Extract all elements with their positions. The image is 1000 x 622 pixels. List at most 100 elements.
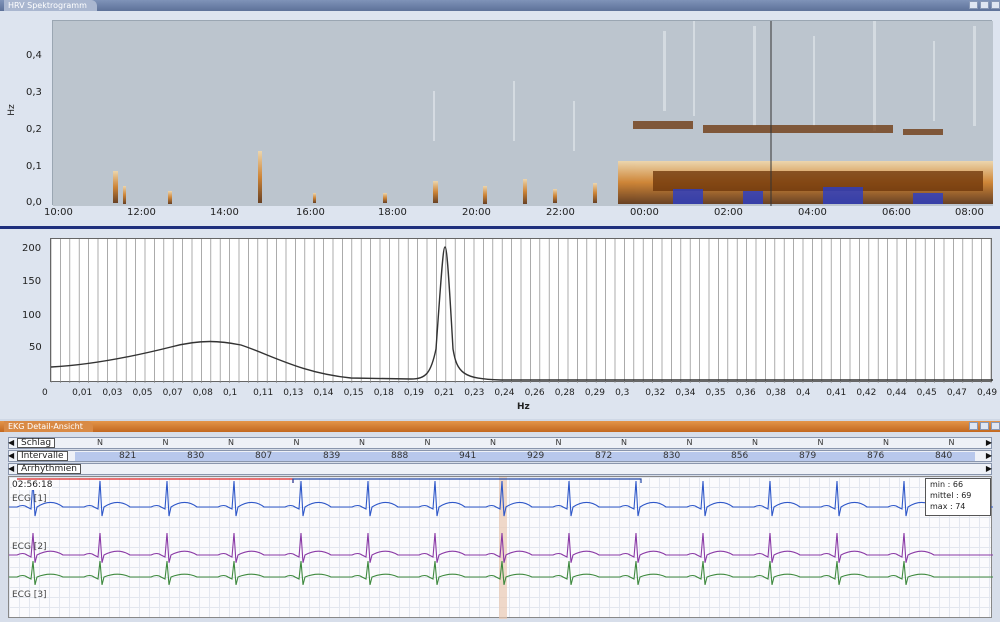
beat-marker: N: [424, 438, 431, 447]
maximize-icon[interactable]: [980, 422, 989, 430]
interval-value: 879: [799, 451, 817, 461]
psd-x-tick: 0,38: [765, 388, 786, 398]
psd-x-tick: 0,34: [675, 388, 696, 398]
psd-x-tick: 0,13: [283, 388, 304, 398]
ecg-title: EKG Detail-Ansicht: [4, 421, 93, 432]
y-tick: 0,4: [26, 50, 42, 61]
psd-y-tick: 200: [22, 243, 42, 254]
time-readout: 02:56:18: [12, 480, 53, 490]
psd-x-tick: 0,45: [916, 388, 937, 398]
psd-x-tick: 0,28: [554, 388, 575, 398]
close-icon[interactable]: [991, 1, 1000, 9]
psd-x-tick: 0,47: [946, 388, 967, 398]
maximize-icon[interactable]: [980, 1, 989, 9]
psd-x-tick: 0,18: [373, 388, 394, 398]
x-tick: 12:00: [127, 207, 156, 218]
psd-x-tick: 0: [42, 388, 48, 398]
beat-strip[interactable]: ◀ Schlag N N N N N N N N N N N N N N ▶: [8, 437, 992, 449]
spectrogram-heatmap: [53, 21, 993, 206]
ecg-traces[interactable]: [8, 476, 993, 619]
interval-value: 888: [391, 451, 409, 461]
heart-rate-stats: min : 66 mittel : 69 max : 74: [925, 478, 991, 516]
psd-plot[interactable]: [50, 238, 993, 383]
ecg-lead-label: ECG [2]: [12, 542, 47, 552]
interval-value: 821: [119, 451, 137, 461]
x-tick: 04:00: [798, 207, 827, 218]
interval-value: 839: [323, 451, 341, 461]
x-tick: 16:00: [296, 207, 325, 218]
interval-strip[interactable]: ◀ Intervalle 821 830 807 839 888 941 929 872 830…: [8, 450, 992, 462]
psd-x-tick: 0,15: [343, 388, 364, 398]
arrow-right-icon[interactable]: ▶: [985, 464, 992, 473]
x-tick: 08:00: [955, 207, 984, 218]
beat-marker: N: [293, 438, 300, 447]
psd-y-tick: 100: [22, 310, 42, 321]
minimize-icon[interactable]: [969, 422, 978, 430]
psd-x-tick: 0,01: [72, 388, 93, 398]
interval-value: 830: [663, 451, 681, 461]
ecg-lead-label: ECG [3]: [12, 590, 47, 600]
interval-value: 807: [255, 451, 273, 461]
beat-marker: N: [555, 438, 562, 447]
close-icon[interactable]: [991, 422, 1000, 430]
interval-label: Intervalle: [17, 451, 68, 461]
spectrogram-title: HRV Spektrogramm: [4, 0, 97, 11]
psd-x-tick: 0,08: [192, 388, 213, 398]
psd-x-tick: 0,26: [524, 388, 545, 398]
interval-value: 872: [595, 451, 613, 461]
psd-y-tick: 150: [22, 276, 42, 287]
ecg-lead-label: ECG [1]: [12, 494, 47, 504]
beat-marker: N: [97, 438, 103, 447]
psd-x-tick: 0,41: [826, 388, 847, 398]
psd-x-tick: 0,44: [886, 388, 907, 398]
psd-x-tick: 0,11: [253, 388, 274, 398]
psd-x-tick: 0,07: [162, 388, 183, 398]
interval-value: 941: [459, 451, 477, 461]
hr-min: min : 66: [930, 480, 964, 489]
y-tick: 0,0: [26, 197, 42, 208]
arrhythmia-label: Arrhythmien: [17, 464, 82, 474]
arrow-left-icon[interactable]: ◀: [8, 438, 15, 447]
arrow-right-icon[interactable]: ▶: [985, 451, 992, 460]
ecg-titlebar: EKG Detail-Ansicht: [0, 421, 1000, 432]
beat-marker: N: [817, 438, 824, 447]
beat-marker: N: [490, 438, 496, 447]
psd-x-tick: 0,42: [856, 388, 877, 398]
beat-label: Schlag: [17, 438, 56, 448]
ecg-svg: [9, 478, 993, 585]
interval-value: 929: [527, 451, 545, 461]
beat-marker: N: [359, 438, 365, 447]
arrow-left-icon[interactable]: ◀: [8, 451, 15, 460]
arrow-right-icon[interactable]: ▶: [985, 438, 992, 447]
x-tick: 18:00: [378, 207, 407, 218]
psd-x-tick: 0,36: [735, 388, 756, 398]
beat-marker: N: [883, 438, 889, 447]
psd-x-tick: 0,32: [645, 388, 666, 398]
beat-marker: N: [162, 438, 169, 447]
beat-marker: N: [752, 438, 758, 447]
interval-value: 840: [935, 451, 953, 461]
arrhythmia-strip[interactable]: ◀ Arrhythmien ▶: [8, 463, 992, 475]
interval-bar: [75, 452, 975, 461]
x-tick: 14:00: [210, 207, 239, 218]
psd-x-tick: 0,21: [434, 388, 455, 398]
x-tick: 20:00: [462, 207, 491, 218]
psd-x-tick: 0,35: [705, 388, 726, 398]
beat-marker: N: [228, 438, 234, 447]
x-tick: 22:00: [546, 207, 575, 218]
hr-max: max : 74: [930, 502, 966, 511]
psd-x-tick: 0,29: [584, 388, 605, 398]
psd-x-tick: 0,4: [796, 388, 811, 398]
spectrogram-ylabel: Hz: [6, 104, 17, 116]
y-tick: 0,1: [26, 161, 42, 172]
minimize-icon[interactable]: [969, 1, 978, 9]
beat-marker: N: [686, 438, 693, 447]
spectrogram-plot[interactable]: [52, 20, 993, 206]
psd-x-tick: 0,1: [222, 388, 238, 398]
arrow-left-icon[interactable]: ◀: [8, 464, 15, 473]
hr-mittel: mittel : 69: [930, 491, 972, 500]
psd-chart: [50, 239, 993, 383]
interval-value: 856: [731, 451, 749, 461]
x-tick: 10:00: [44, 207, 73, 218]
psd-x-tick: 0,3: [615, 388, 630, 398]
